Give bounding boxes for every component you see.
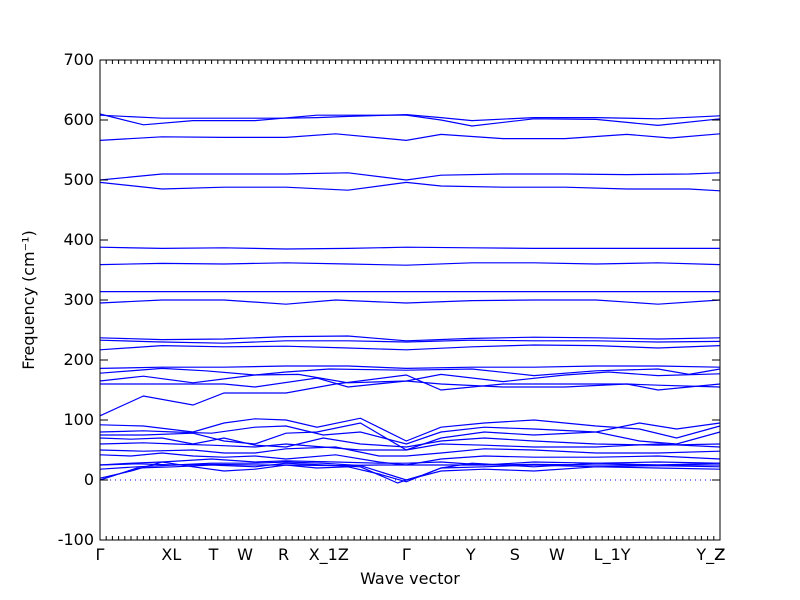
x-tick-label: Γ — [96, 545, 105, 564]
x-tick-label: T — [208, 545, 219, 564]
band-line-13 — [99, 365, 721, 370]
band-line-5 — [99, 181, 721, 192]
y-tick-label: 200 — [63, 350, 94, 369]
x-tick-label: W — [237, 545, 253, 564]
band-line-22 — [99, 442, 721, 451]
band-line-6 — [99, 246, 720, 250]
y-axis-ticks: -100 0 100 200 300 400 500 600 700 — [58, 50, 720, 549]
band-line-4 — [99, 172, 721, 181]
x-tick-label: Γ — [402, 545, 411, 564]
band-line-2 — [99, 113, 721, 127]
band-line-18 — [99, 417, 721, 442]
band-line-21 — [99, 437, 721, 448]
x-tick-label: Y — [465, 545, 476, 564]
y-tick-label: 0 — [84, 470, 94, 489]
y-tick-label: -100 — [58, 530, 94, 549]
band-line-9 — [99, 299, 721, 305]
x-tick-label: W — [549, 545, 565, 564]
band-line-25 — [99, 458, 721, 466]
y-tick-label: 500 — [63, 170, 94, 189]
x-axis-label: Wave vector — [360, 569, 460, 588]
x-tick-label: L_1Y — [594, 545, 631, 565]
y-tick-label: 100 — [63, 410, 94, 429]
x-tick-label: XL — [161, 545, 181, 564]
band-line-14 — [99, 367, 721, 377]
x-tick-label: X_1Z — [309, 545, 349, 565]
band-line-29 — [99, 461, 721, 481]
y-tick-label: 600 — [63, 110, 94, 129]
band-line-23 — [99, 446, 721, 457]
y-axis-label: Frequency (cm⁻¹) — [19, 230, 38, 369]
band-line-12 — [99, 344, 721, 351]
y-tick-label: 700 — [63, 50, 94, 69]
x-tick-label: Y_Z — [695, 545, 725, 565]
band-line-20 — [100, 422, 721, 451]
band-line-7 — [99, 262, 721, 266]
x-tick-label: Z — [715, 545, 726, 564]
band-line-17 — [99, 374, 721, 417]
x-axis-ticks: Γ XL T W R X_1Z Γ Y S W L_1Y Y_ZZ — [96, 60, 726, 565]
x-tick-label: S — [510, 545, 520, 564]
band-line-10 — [99, 335, 721, 342]
band-lines — [99, 113, 721, 484]
band-line-11 — [99, 339, 721, 344]
band-line-24 — [99, 452, 721, 466]
x-tick-label: R — [278, 545, 289, 564]
y-tick-label: 300 — [63, 290, 94, 309]
band-line-3 — [99, 133, 721, 142]
y-tick-label: 400 — [63, 230, 94, 249]
